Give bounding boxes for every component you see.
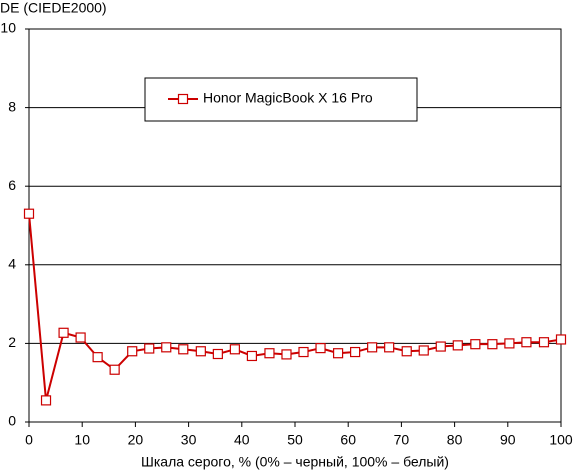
point (504, 338, 515, 349)
point (264, 348, 275, 359)
legend-label: Honor MagicBook X 16 Pro (203, 90, 373, 106)
point (470, 339, 481, 350)
x-tick-label: 0 (25, 432, 33, 448)
legend-marker (177, 93, 189, 105)
y-tick-label: 0 (8, 413, 16, 429)
y-axis-label: DE (CIEDE2000) (0, 0, 107, 16)
point (92, 352, 103, 363)
point (452, 340, 463, 351)
y-tick-label: 10 (0, 20, 16, 36)
x-tick-label: 10 (74, 432, 90, 448)
x-tick-label: 70 (394, 432, 410, 448)
point (109, 364, 120, 375)
point (538, 337, 550, 348)
x-tick-label: 100 (549, 432, 573, 448)
point (487, 339, 498, 350)
point (127, 346, 138, 357)
series-line (28, 213, 562, 401)
x-axis-label: Шкала серого, % (0% – черный, 100% – бел… (141, 454, 449, 470)
y-tick-label: 8 (8, 98, 16, 114)
point (144, 343, 155, 354)
point (178, 344, 189, 355)
point (555, 334, 567, 345)
point (350, 346, 361, 358)
point (195, 346, 206, 357)
y-tick-label: 6 (8, 177, 16, 193)
point (521, 337, 532, 348)
x-tick-label: 90 (500, 432, 516, 448)
point (23, 208, 35, 219)
point (384, 342, 395, 353)
point (332, 348, 344, 359)
point (418, 345, 429, 356)
point (367, 342, 378, 353)
point (161, 342, 172, 353)
x-tick-label: 80 (447, 432, 463, 448)
point (315, 343, 326, 354)
y-tick-label: 2 (8, 334, 16, 350)
y-tick-label: 4 (8, 256, 16, 272)
point (229, 344, 240, 355)
point (58, 327, 69, 338)
x-tick-label: 40 (234, 432, 250, 448)
point (298, 346, 309, 358)
point (212, 348, 223, 360)
x-tick-label: 20 (128, 432, 144, 448)
point (435, 341, 446, 352)
point (246, 350, 258, 362)
x-tick-label: 30 (181, 432, 197, 448)
x-tick-label: 60 (340, 432, 356, 448)
point (40, 395, 52, 406)
point (401, 346, 412, 357)
x-tick-label: 50 (287, 432, 303, 448)
plot-frame (28, 28, 562, 423)
point (75, 332, 86, 343)
point (281, 349, 292, 360)
